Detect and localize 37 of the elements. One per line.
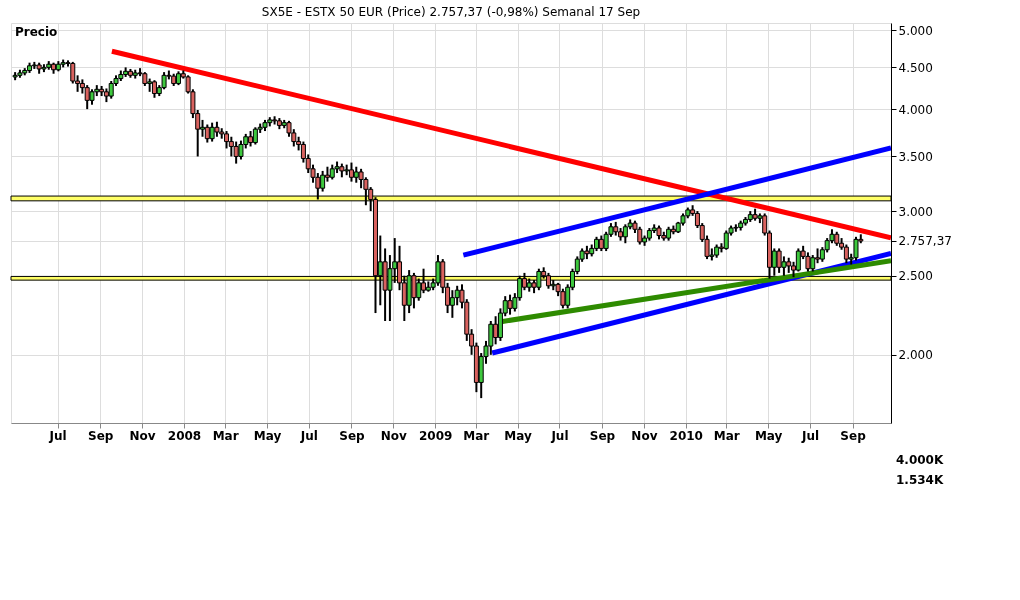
x-tick-label: Mar bbox=[463, 428, 490, 443]
x-tick-label: Jul bbox=[299, 428, 318, 443]
x-tick-label: Nov bbox=[129, 428, 156, 443]
x-tick-label: Jul bbox=[550, 428, 569, 443]
candlestick bbox=[449, 289, 455, 319]
text: 1.534K bbox=[896, 473, 944, 487]
x-tick-label: Sep bbox=[840, 428, 867, 443]
x-tick-label: Nov bbox=[631, 428, 658, 443]
x-tick-label: 2010 bbox=[669, 428, 703, 443]
y-axis-title: Precio bbox=[15, 25, 58, 39]
x-tick-label: May bbox=[754, 428, 783, 443]
x-tick-label: Jul bbox=[48, 428, 67, 443]
x-tick-label: Sep bbox=[589, 428, 616, 443]
y-tick-label: 5.000 bbox=[898, 23, 933, 38]
x-tick-label: Nov bbox=[380, 428, 408, 443]
y-tick-label: 4.000 bbox=[898, 102, 933, 117]
candlestick bbox=[348, 161, 354, 183]
y-tick-label: 2.000 bbox=[898, 348, 933, 363]
x-tick-label: Jul bbox=[800, 428, 820, 443]
y-tick-label: 2.500 bbox=[898, 269, 933, 284]
x-tick-label: 2008 bbox=[167, 428, 202, 443]
candlestick bbox=[507, 293, 513, 316]
candlestick bbox=[853, 235, 859, 262]
x-tick-label: 2009 bbox=[419, 428, 453, 443]
x-tick-label: Mar bbox=[713, 428, 740, 443]
candlestick bbox=[622, 223, 628, 245]
x-tick-label: Mar bbox=[212, 428, 239, 443]
x-tick-label: May bbox=[253, 428, 282, 443]
x-tick-label: May bbox=[504, 428, 532, 443]
y-tick-label: 3.000 bbox=[898, 204, 933, 219]
y-tick-label: 2.757,37 bbox=[898, 234, 952, 249]
x-tick-label: Sep bbox=[339, 428, 366, 443]
y-tick-label: 4.500 bbox=[898, 60, 933, 75]
chart-title: SX5E - ESTX 50 EUR (Price) 2.757,37 (-0,98%) Semanal 17 Sep bbox=[261, 5, 641, 19]
y-tick-label: 3.500 bbox=[898, 149, 933, 164]
x-tick-label: Sep bbox=[88, 428, 114, 443]
text: 4.000K bbox=[896, 453, 944, 467]
